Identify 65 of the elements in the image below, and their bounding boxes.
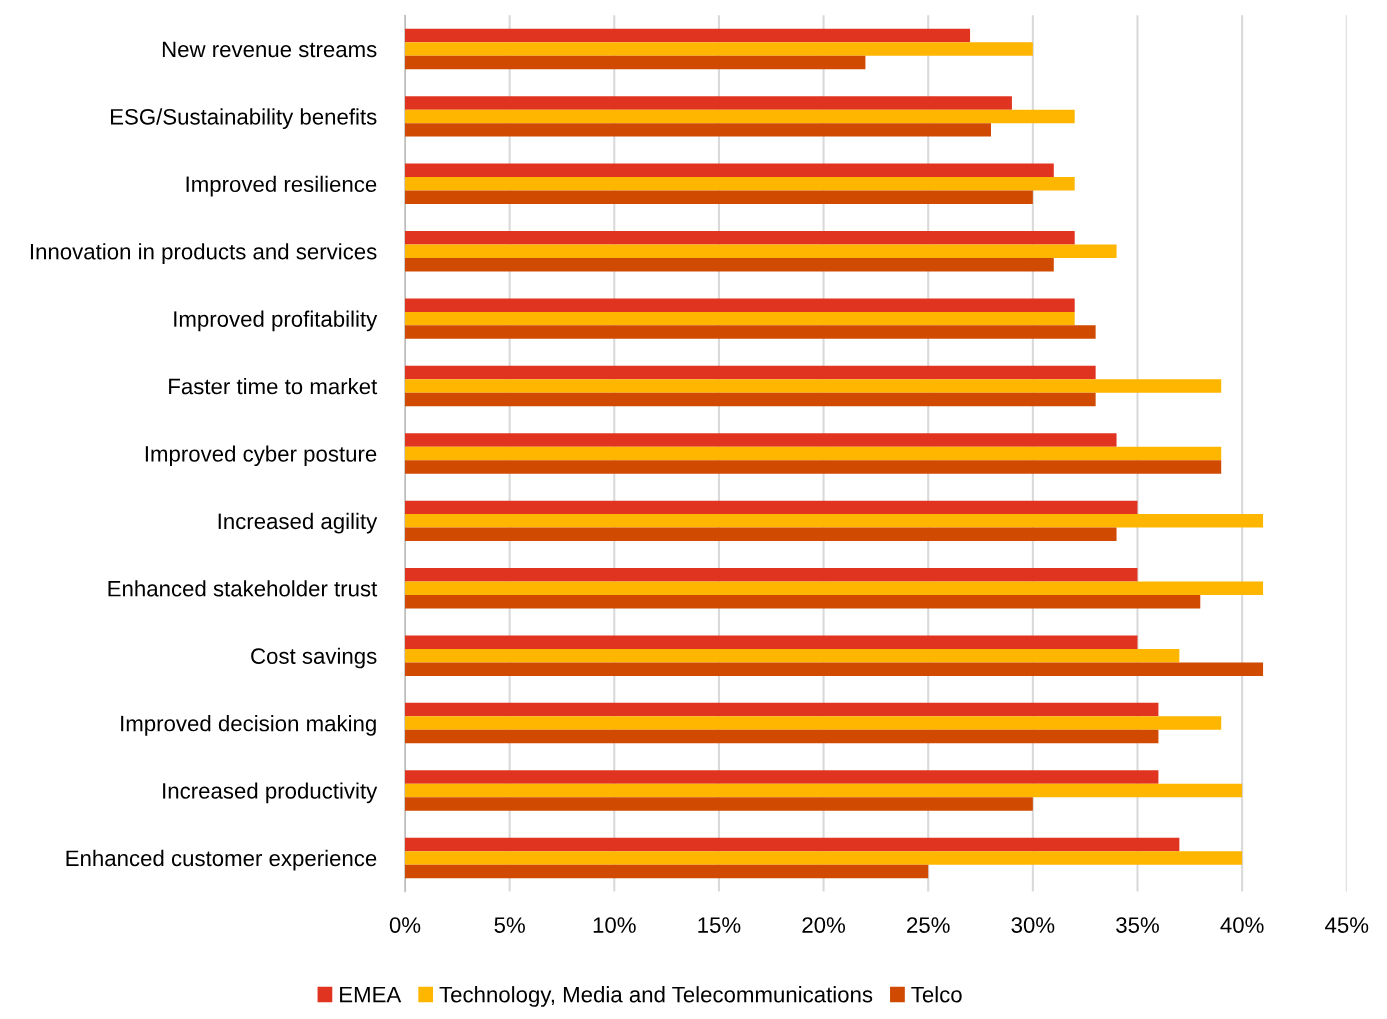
- x-tick-label: 20%: [802, 917, 846, 933]
- x-tick-label: 35%: [1116, 917, 1159, 933]
- y-tick-label: Improved cyber posture: [145, 445, 377, 467]
- bar: [405, 325, 1096, 339]
- y-tick-label: Enhanced customer experience: [66, 849, 377, 871]
- x-tick-label: 15%: [698, 917, 741, 933]
- bar: [405, 190, 1033, 205]
- bar: [405, 311, 1075, 326]
- bar: [405, 257, 1054, 272]
- x-tick-label: 0%: [389, 917, 421, 933]
- bar: [405, 635, 1138, 649]
- bar: [405, 662, 1264, 676]
- bar: [405, 864, 929, 879]
- bar: [405, 581, 1264, 596]
- bar: [405, 177, 1075, 191]
- bar: [405, 837, 1180, 852]
- x-tick-label: 45%: [1325, 917, 1369, 933]
- y-tick-label: Increased agility: [218, 512, 378, 534]
- bar: [405, 28, 971, 43]
- bar: [405, 42, 1033, 56]
- bar: [405, 514, 1264, 528]
- legend-label: Telco: [911, 986, 962, 1003]
- y-tick-label: Improved profitability: [174, 310, 378, 332]
- bar: [405, 460, 1222, 474]
- y-tick-label: Increased productivity: [163, 782, 378, 804]
- bar: [405, 446, 1222, 461]
- bar: [405, 729, 1159, 744]
- bar: [405, 123, 991, 137]
- bar: [405, 595, 1201, 609]
- y-tick-label: Faster time to market: [169, 377, 378, 395]
- bar: [405, 55, 866, 70]
- bar: [405, 568, 1138, 582]
- x-tick-label: 40%: [1220, 917, 1264, 933]
- bar: [405, 783, 1243, 798]
- legend-label: Technology, Media and Telecommunications: [439, 986, 873, 1007]
- bar: [405, 96, 1012, 110]
- bar: [405, 527, 1117, 542]
- bar: [405, 244, 1117, 258]
- bar: [405, 298, 1075, 312]
- y-tick-label: Innovation in products and services: [30, 243, 377, 264]
- bar: [405, 851, 1243, 865]
- legend-label: EMEA: [340, 986, 402, 1003]
- x-tick-label: 5%: [494, 917, 525, 933]
- y-tick-label: Improved resilience: [186, 175, 377, 197]
- x-tick-label: 10%: [593, 917, 636, 933]
- y-tick-label: Cost savings: [251, 647, 377, 669]
- bar: [405, 433, 1117, 447]
- x-tick-label: 30%: [1011, 917, 1055, 933]
- bar: [405, 163, 1054, 178]
- y-tick-label: ESG/Sustainability benefits: [111, 108, 377, 130]
- y-tick-label: New revenue streams: [162, 41, 377, 58]
- bar: [405, 716, 1222, 730]
- bar: [405, 770, 1159, 784]
- bar: [405, 109, 1075, 124]
- y-tick-label: Improved decision making: [121, 715, 376, 736]
- bar: [405, 392, 1096, 407]
- bar: [405, 231, 1075, 245]
- bar: [405, 702, 1159, 717]
- bar: [405, 365, 1096, 380]
- bar: [405, 379, 1222, 393]
- y-tick-label: Enhanced stakeholder trust: [108, 580, 378, 597]
- bar: [405, 500, 1138, 515]
- bar: [405, 648, 1180, 663]
- x-tick-label: 25%: [907, 917, 950, 933]
- bar: [405, 797, 1033, 811]
